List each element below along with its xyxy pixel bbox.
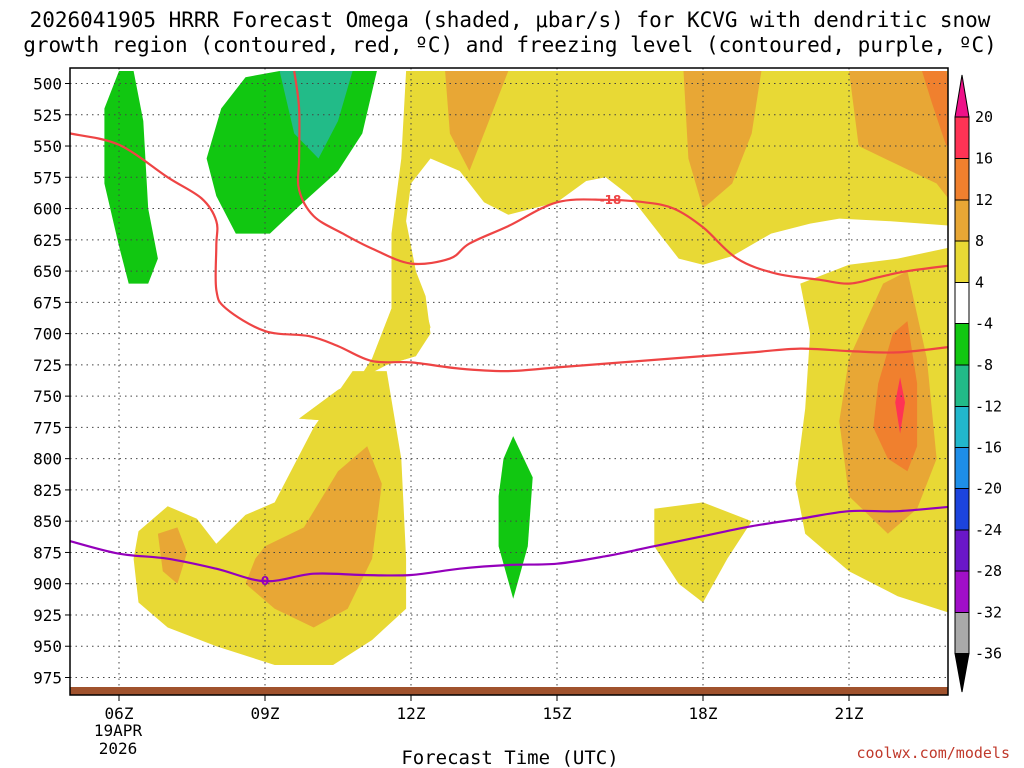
colorbar-swatch-6	[954, 364, 970, 407]
colorbar-swatch-10	[954, 529, 970, 572]
y-axis-pressure-ticks: 500 525 550 575 600 625 650 675 700 725 750 775 800 8…	[33, 75, 70, 688]
contour-label-2: 0	[261, 574, 269, 588]
colorbar-label-13: -36	[975, 645, 1002, 663]
credit-text: coolwx.com/models	[856, 744, 1010, 762]
y-tick-label-925: 925	[33, 606, 62, 625]
colorbar-swatch-3	[954, 240, 970, 283]
x-tick-label-09Z: 09Z	[251, 704, 280, 723]
y-tick-label-775: 775	[33, 418, 62, 437]
plot-frame	[69, 67, 949, 696]
colorbar-swatch-5	[954, 323, 970, 366]
colorbar-swatch-7	[954, 406, 970, 448]
x-tick-label-12Z: 12Z	[397, 704, 426, 723]
x-tick-label-15Z: 15Z	[543, 704, 572, 723]
colorbar-legend: 20 16 12 8 4 -4 -8 -12 -16 -20 -24 -28 -32 -36	[954, 74, 1002, 693]
plot-area: -180	[69, 67, 949, 696]
x-tick-label-21Z: 21Z	[835, 704, 864, 723]
y-tick-label-625: 625	[33, 231, 62, 250]
omega-region-0	[299, 71, 948, 422]
colorbar-label-5: -4	[975, 315, 993, 333]
colorbar-label-6: -8	[975, 356, 993, 374]
y-tick-label-800: 800	[33, 450, 62, 469]
omega-shaded-regions	[104, 71, 948, 665]
y-tick-label-850: 850	[33, 512, 62, 531]
y-tick-label-875: 875	[33, 543, 62, 562]
contour-line-0	[70, 132, 948, 373]
y-tick-label-725: 725	[33, 356, 62, 375]
y-tick-label-575: 575	[33, 168, 62, 187]
colorbar-swatch-12	[954, 612, 970, 654]
y-tick-label-700: 700	[33, 325, 62, 344]
colorbar-label-7: -12	[975, 398, 1002, 416]
colorbar-label-4: 4	[975, 274, 984, 292]
x-tick-label-18Z: 18Z	[689, 704, 718, 723]
y-tick-label-750: 750	[33, 387, 62, 406]
y-tick-label-525: 525	[33, 106, 62, 125]
omega-region-6	[683, 71, 762, 209]
contour-lines: -180	[70, 70, 948, 588]
y-tick-label-550: 550	[33, 137, 62, 156]
y-tick-label-975: 975	[33, 669, 62, 688]
colorbar-swatch-9	[954, 488, 970, 531]
colorbar-label-0: 20	[975, 108, 993, 126]
omega-region-1	[299, 258, 431, 422]
surface-ground-strip	[70, 687, 948, 695]
y-tick-label-650: 650	[33, 262, 62, 281]
chart-title-line-1: 2026041905 HRRR Forecast Omega (shaded, …	[30, 8, 991, 32]
omega-region-10	[157, 527, 188, 584]
chart-title-line-2: growth region (contoured, red, ºC) and f…	[23, 33, 997, 57]
colorbar-label-12: -32	[975, 604, 1002, 622]
y-tick-label-900: 900	[33, 575, 62, 594]
contour-line-1	[293, 70, 948, 285]
y-tick-label-500: 500	[33, 75, 62, 94]
omega-region-12	[922, 71, 948, 146]
date-label-year: 2026	[99, 739, 138, 758]
omega-region-9	[245, 446, 382, 628]
y-tick-label-825: 825	[33, 481, 62, 500]
gridlines	[70, 68, 948, 695]
colorbar-label-10: -24	[975, 521, 1002, 539]
x-axis-label: Forecast Time (UTC)	[401, 747, 618, 768]
date-label-day: 19APR	[94, 721, 143, 740]
y-tick-label-675: 675	[33, 293, 62, 312]
colorbar-swatch-8	[954, 447, 970, 489]
colorbar-swatch-0	[954, 116, 970, 159]
colorbar-swatch-4	[954, 282, 970, 324]
omega-region-16	[498, 436, 533, 599]
colorbar-label-2: 12	[975, 191, 993, 209]
x-tick-label-06Z: 06Z	[105, 704, 134, 723]
colorbar-swatch-11	[954, 570, 970, 613]
colorbar-swatch-2	[954, 199, 970, 242]
omega-region-13	[895, 377, 905, 434]
colorbar-bottom-arrow	[954, 653, 970, 693]
y-tick-label-950: 950	[33, 637, 62, 656]
colorbar-label-9: -20	[975, 480, 1002, 498]
colorbar-label-11: -28	[975, 562, 1002, 580]
x-axis-time-ticks: 06Z 09Z 12Z 15Z 18Z 21Z	[105, 695, 864, 723]
colorbar-label-3: 8	[975, 232, 984, 250]
omega-region-7	[849, 71, 948, 199]
colorbar-label-8: -16	[975, 439, 1002, 457]
colorbar-swatch-1	[954, 158, 970, 201]
contour-line-2	[70, 505, 948, 583]
colorbar-label-1: 16	[975, 150, 993, 168]
y-tick-label-600: 600	[33, 200, 62, 219]
